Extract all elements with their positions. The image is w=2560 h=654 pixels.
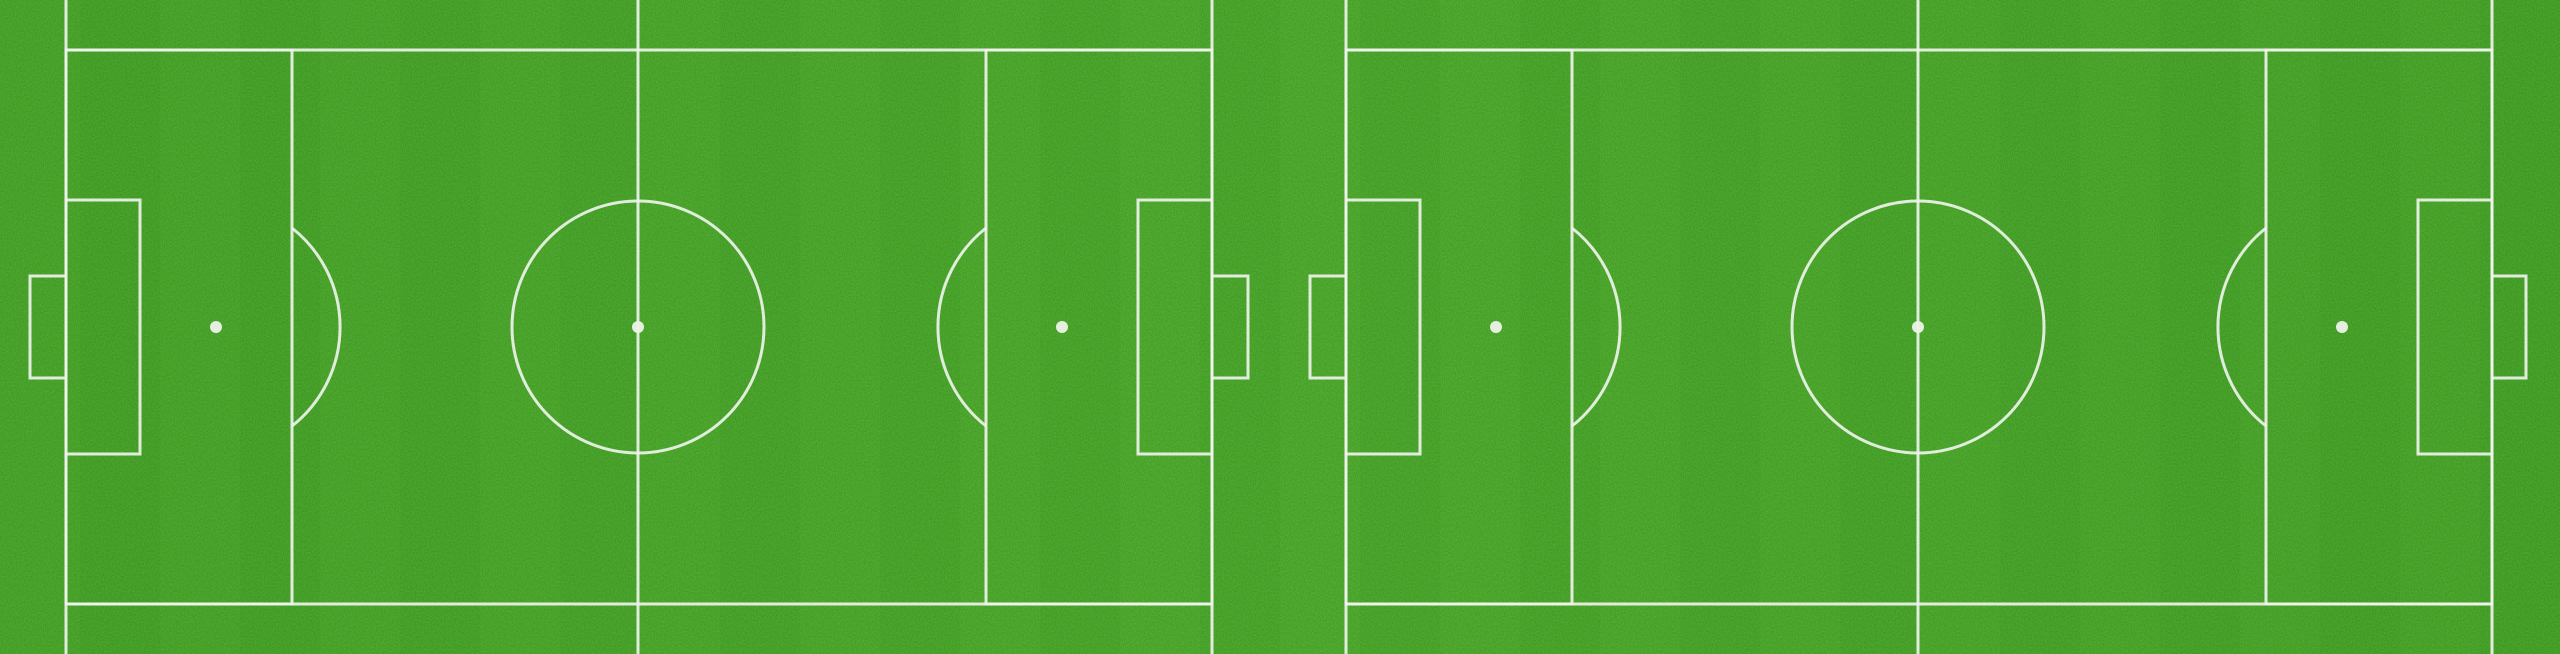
penalty-spot-left	[1490, 321, 1502, 333]
goal-right	[2490, 274, 2528, 380]
center-spot	[1912, 321, 1924, 333]
penalty-spot-right	[1056, 321, 1068, 333]
goal-left	[28, 274, 68, 380]
penalty-arc-right	[2216, 226, 2267, 428]
penalty-arc-left	[1571, 226, 1622, 428]
penalty-spot-right	[2336, 321, 2348, 333]
goal-right	[1210, 274, 1250, 380]
center-circle	[1790, 199, 2046, 455]
penalty-arc-left	[291, 226, 342, 428]
pitch-right	[1308, 0, 2528, 654]
center-circle	[510, 199, 766, 455]
penalty-arc-right	[936, 226, 987, 428]
penalty-spot-left	[210, 321, 222, 333]
pitch-left	[28, 0, 1250, 654]
center-spot	[632, 321, 644, 333]
goal-left	[1308, 274, 1348, 380]
